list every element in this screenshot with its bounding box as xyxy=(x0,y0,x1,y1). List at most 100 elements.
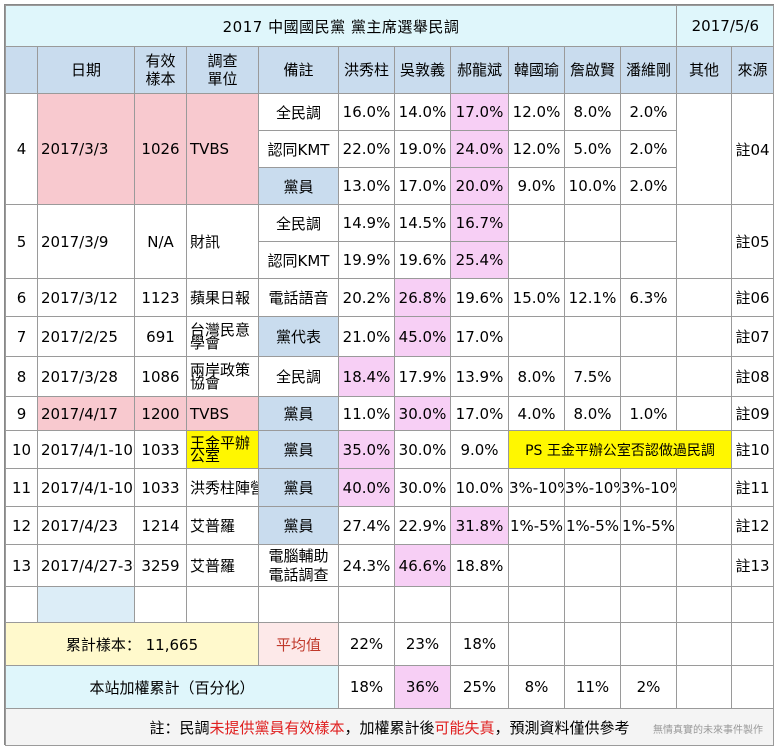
cell-value xyxy=(508,241,565,279)
table-row: 11 2017/4/1-10 1033 洪秀柱陣營 黨員 40.0% 30.0%… xyxy=(5,468,775,507)
row-date: 2017/3/9 xyxy=(37,204,135,279)
cell-value: 40.0% xyxy=(338,468,395,507)
table-row: 認同KMT 19.9% 19.6% 25.4% xyxy=(6,241,774,279)
row-sample: 691 xyxy=(134,316,187,357)
cell-value: 19.6% xyxy=(450,278,509,317)
row-number: 8 xyxy=(5,356,38,397)
weighted-label: 本站加權累計（百分化） xyxy=(5,665,339,709)
row-source: 註05 xyxy=(731,204,775,279)
cell-value: 8.0% xyxy=(508,356,565,397)
cell-value xyxy=(508,204,565,242)
cell-value: 14.9% xyxy=(338,204,395,242)
average-value: 23% xyxy=(394,622,451,666)
cell-value: 1%-5% xyxy=(508,506,565,545)
cell-value: 3%-10% xyxy=(508,468,565,507)
col-source-header: 來源 xyxy=(731,46,775,94)
cell-value: 27.4% xyxy=(338,506,395,545)
row-note: 認同KMT xyxy=(258,130,339,168)
table-row: 8 2017/3/28 1086 兩岸政策協會 全民調 18.4% 17.9% … xyxy=(5,356,775,397)
footer-warning-2: 可能失真 xyxy=(434,718,495,737)
col-no-header xyxy=(5,46,38,94)
cell-value: 35.0% xyxy=(338,430,395,469)
cell-value: 1%-5% xyxy=(619,506,678,545)
cell-value xyxy=(619,544,678,587)
cell-value: 12.0% xyxy=(508,93,565,131)
cell-value: 9.0% xyxy=(508,167,565,205)
cell-value xyxy=(564,204,621,242)
table-row: 5 2017/3/9 N/A 財訊 全民調 14.9% 14.5% 16.7% … xyxy=(5,204,775,279)
row-source: 註12 xyxy=(731,506,775,545)
row-number: 12 xyxy=(5,506,38,545)
brand-credit: 無情真實的未來事件製作 xyxy=(653,725,764,736)
table-row: 10 2017/4/1-10 1033 王金平辦公室 黨員 35.0% 30.0… xyxy=(5,430,775,469)
cell-value: 22.9% xyxy=(394,506,451,545)
col-other-header: 其他 xyxy=(676,46,733,94)
cell-value: 6.3% xyxy=(619,278,678,317)
row-source: 註11 xyxy=(731,468,775,507)
row-source: 註10 xyxy=(731,430,775,469)
col-candidate-6-header: 潘維剛 xyxy=(619,46,678,94)
cell-value: 11.0% xyxy=(338,396,395,431)
total-sample-cell: 累計樣本： 11,665 xyxy=(5,622,259,666)
row-org: 財訊 xyxy=(186,204,259,279)
cell-other xyxy=(676,356,733,397)
weighted-value: 11% xyxy=(564,665,621,709)
row-note: 黨代表 xyxy=(258,316,339,357)
row-source: 註13 xyxy=(731,544,775,587)
weighted-value: 2% xyxy=(619,665,678,709)
cell-value: 1%-5% xyxy=(564,506,621,545)
cell-value: 16.7% xyxy=(450,204,509,242)
col-candidate-3-header: 郝龍斌 xyxy=(450,46,509,94)
row-date: 2017/3/28 xyxy=(37,356,135,397)
cell-value: 18.8% xyxy=(450,544,509,587)
cell-value xyxy=(564,316,621,357)
cell-value: 17.9% xyxy=(394,356,451,397)
col-candidate-2-header: 吳敦義 xyxy=(394,46,451,94)
cell-value: 4.0% xyxy=(508,396,565,431)
cell-value: 17.0% xyxy=(450,396,509,431)
col-sample-header: 有效樣本 xyxy=(134,46,187,94)
row-sample: 1086 xyxy=(134,356,187,397)
col-candidate-1-header: 洪秀柱 xyxy=(338,46,395,94)
row-org: 艾普羅 xyxy=(186,506,259,545)
row-number: 11 xyxy=(5,468,38,507)
row-date: 2017/4/23 xyxy=(37,506,135,545)
cell-value xyxy=(508,316,565,357)
cell-value: 30.0% xyxy=(394,430,451,469)
row-note: 黨員 xyxy=(258,167,339,205)
row-number: 9 xyxy=(5,396,38,431)
cell-value: 7.5% xyxy=(564,356,621,397)
cell-value: 2.0% xyxy=(619,167,678,205)
cell-value: 18.4% xyxy=(338,356,395,397)
cell-value: 19.0% xyxy=(394,130,451,168)
cell-value: 21.0% xyxy=(338,316,395,357)
cell-value: 13.0% xyxy=(338,167,395,205)
row-source: 註06 xyxy=(731,278,775,317)
cell-value: 46.6% xyxy=(394,544,451,587)
row-note: 電腦輔助電話調查 xyxy=(258,544,339,587)
cell-value xyxy=(564,544,621,587)
footer-row: 註：民調未提供黨員有效樣本，加權累計後可能失真，預測資料僅供參考 無情真實的未來… xyxy=(4,708,775,746)
row-org: 蘋果日報 xyxy=(186,278,259,317)
row-number: 5 xyxy=(5,204,38,279)
row-note: 全民調 xyxy=(258,93,339,131)
table-row: 4 2017/3/3 1026 TVBS 全民調 16.0% 14.0% 17.… xyxy=(5,93,775,205)
poll-table: 2017 中國國民黨 黨主席選舉民調 2017/5/6 日期 有效樣本 調查單位… xyxy=(4,5,775,746)
average-value: 18% xyxy=(450,622,509,666)
weighted-value: 18% xyxy=(338,665,395,709)
row-org: 艾普羅 xyxy=(186,544,259,587)
cell-value: 24.0% xyxy=(450,130,509,168)
cell-value: 31.8% xyxy=(450,506,509,545)
weighted-row: 本站加權累計（百分化） 18% 36% 25% 8% 11% 2% xyxy=(5,665,775,709)
row-sample: 1033 xyxy=(134,468,187,507)
footer-note: 註：民調未提供黨員有效樣本，加權累計後可能失真，預測資料僅供參考 無情真實的未來… xyxy=(4,708,775,746)
cell-value xyxy=(508,544,565,587)
cell-value: 8.0% xyxy=(564,93,621,131)
cell-value: 12.1% xyxy=(564,278,621,317)
cell-value xyxy=(619,241,678,279)
cell-other xyxy=(676,544,733,587)
row-sample: 1214 xyxy=(134,506,187,545)
cell-value: 19.9% xyxy=(338,241,395,279)
poll-sheet: 2017 中國國民黨 黨主席選舉民調 2017/5/6 日期 有效樣本 調查單位… xyxy=(4,4,775,746)
row-sample: 1200 xyxy=(134,396,187,431)
